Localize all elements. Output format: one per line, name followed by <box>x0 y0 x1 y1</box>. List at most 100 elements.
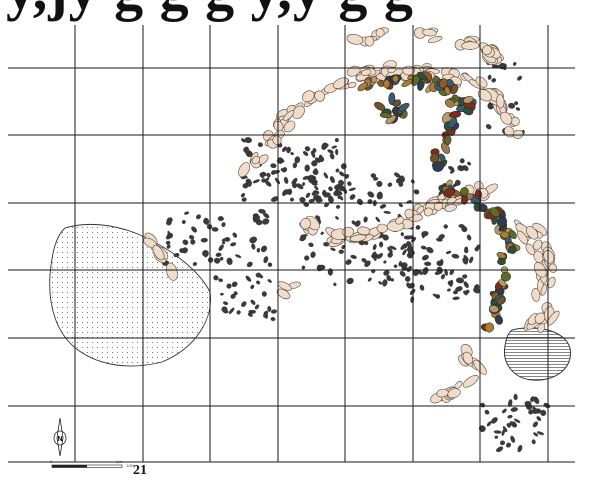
dark-stone <box>536 431 545 436</box>
dark-stone <box>315 215 321 220</box>
dark-stone <box>300 234 308 238</box>
dark-stone <box>167 230 171 237</box>
dark-stone <box>410 296 415 303</box>
dark-stone <box>347 181 352 186</box>
colored-stone <box>444 134 452 146</box>
dark-stone <box>282 189 290 195</box>
dark-stone <box>350 254 357 259</box>
slab-stone <box>272 135 282 146</box>
dark-stone <box>402 249 407 256</box>
dark-stone <box>165 240 171 245</box>
dark-stone <box>449 269 455 276</box>
slab-stone <box>525 226 539 240</box>
dark-stone <box>383 260 387 264</box>
dark-stone <box>321 143 329 150</box>
dark-stone <box>349 194 356 200</box>
dark-stone <box>166 220 172 226</box>
dark-stone <box>403 235 412 240</box>
dark-stone <box>398 203 403 208</box>
dark-stone <box>408 249 415 256</box>
colored-stone <box>463 95 474 104</box>
dark-stone <box>226 257 233 265</box>
slab-stone <box>444 204 457 212</box>
dark-stone <box>454 179 461 186</box>
dark-stone <box>415 225 421 230</box>
sediment-stipple-area <box>49 223 211 367</box>
dark-stone <box>329 153 335 160</box>
dark-stone <box>260 245 268 253</box>
dark-stone <box>491 417 498 424</box>
dark-stone <box>462 257 468 265</box>
dark-stone <box>533 396 540 404</box>
north-arrow-icon: N <box>53 417 67 457</box>
dark-stone <box>505 442 512 448</box>
dark-stone <box>251 243 256 250</box>
slab-stone <box>422 28 437 37</box>
dark-stone <box>508 399 513 408</box>
colored-stone <box>498 279 507 287</box>
dark-stone <box>401 264 405 271</box>
slab-stone <box>427 36 443 43</box>
dark-stone <box>258 208 266 214</box>
dark-stone <box>398 175 405 183</box>
dark-stone <box>455 286 463 292</box>
slab-stone <box>496 94 505 109</box>
dark-stone <box>485 124 492 130</box>
dark-stone <box>312 169 319 175</box>
dark-stone <box>259 172 265 179</box>
stones-layer <box>143 27 560 453</box>
dark-stone <box>376 253 383 259</box>
slab-stone <box>510 116 520 126</box>
dark-stone <box>181 247 188 254</box>
slab-stone <box>517 230 528 245</box>
colored-stone <box>379 112 392 119</box>
dark-stone <box>348 187 356 191</box>
dark-stone <box>192 262 198 266</box>
dark-stone <box>263 256 269 264</box>
dark-stone <box>413 189 420 195</box>
dark-stone <box>532 421 539 428</box>
dark-stone <box>387 246 393 253</box>
colored-stone <box>484 322 495 333</box>
slab-stone <box>276 288 291 300</box>
dark-stone <box>335 216 339 220</box>
slab-stone <box>482 45 493 56</box>
dark-stone <box>214 257 221 264</box>
slab-stone <box>357 226 371 236</box>
colored-stone <box>460 187 469 196</box>
dark-stone <box>323 172 328 179</box>
dark-stone <box>213 275 219 281</box>
dark-stone <box>310 251 316 258</box>
slab-stone <box>283 120 296 133</box>
dark-stone <box>367 191 375 198</box>
dark-stone <box>312 190 318 194</box>
dark-stone <box>290 197 294 202</box>
dark-stone <box>334 138 339 143</box>
dark-stone <box>336 205 341 209</box>
dark-stone <box>419 284 425 291</box>
dark-stone <box>502 408 507 414</box>
slab-stone <box>375 28 385 38</box>
dark-stone <box>221 237 229 242</box>
dark-stone <box>235 254 242 258</box>
dark-stone <box>367 277 372 282</box>
dark-stone <box>528 409 534 415</box>
dark-stone <box>267 279 272 283</box>
colored-stone <box>447 117 458 129</box>
dark-stone <box>376 180 383 187</box>
dark-stone <box>383 270 390 276</box>
slab-stone <box>349 234 367 242</box>
dark-stone <box>420 245 427 250</box>
dark-stone <box>267 262 273 267</box>
dark-stone <box>282 146 287 152</box>
dark-stone <box>443 224 448 229</box>
dark-stone <box>393 172 401 178</box>
dark-stone <box>510 435 516 443</box>
dark-stone <box>484 409 490 415</box>
dark-stone <box>508 102 516 109</box>
slab-stone <box>416 206 425 214</box>
dark-stone <box>249 236 257 244</box>
slab-stone <box>423 207 433 217</box>
colored-stone <box>449 110 462 119</box>
dark-stone <box>302 182 306 186</box>
